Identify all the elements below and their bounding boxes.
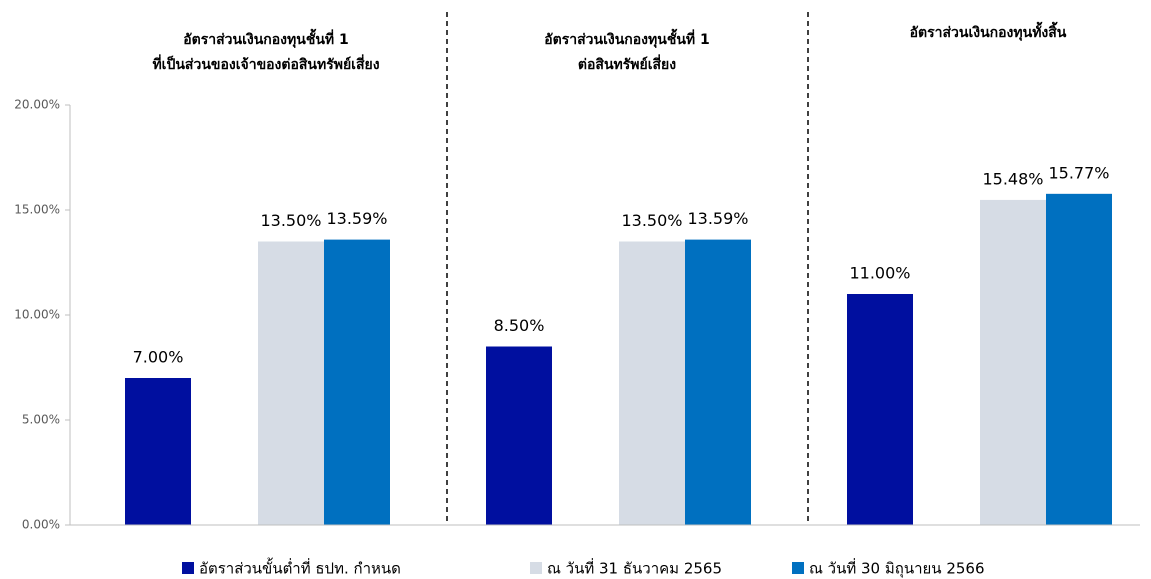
bar [1046,193,1112,525]
bar [847,294,913,525]
legend-label: ณ วันที่ 30 มิถุนายน 2566 [809,558,985,579]
value-label: 13.50% [621,211,682,230]
bar [324,239,390,526]
legend-label: ณ วันที่ 31 ธันวาคม 2565 [547,558,722,578]
value-label: 13.59% [687,209,748,228]
legend-swatch [792,562,804,574]
y-tick-label: 20.00% [14,98,60,112]
bar [486,346,552,525]
value-label: 15.48% [982,169,1043,188]
y-tick-label: 5.00% [22,413,60,427]
value-label: 11.00% [849,264,910,283]
bar [258,241,324,525]
category-label: อัตราส่วนเงินกองทุนทั้งสิ้น [910,21,1067,41]
y-tick-label: 0.00% [22,518,60,532]
category-label: อัตราส่วนเงินกองทุนชั้นที่ 1 [183,28,348,48]
legend-swatch [530,562,542,574]
legend-label: อัตราส่วนขั้นต่ำที่ ธปท. กำหนด [199,558,401,578]
y-tick-label: 15.00% [14,203,60,217]
value-label: 7.00% [133,348,184,367]
value-label: 13.50% [260,211,321,230]
category-label: อัตราส่วนเงินกองทุนชั้นที่ 1 [544,28,709,48]
bar [619,241,685,525]
value-label: 13.59% [326,209,387,228]
bar [980,199,1046,526]
y-tick-label: 10.00% [14,308,60,322]
value-label: 15.77% [1048,163,1109,182]
legend-swatch [182,562,194,574]
value-label: 8.50% [494,316,545,335]
bar [685,239,751,526]
category-label: ต่อสินทรัพย์เสี่ยง [578,54,676,73]
category-label: ที่เป็นส่วนของเจ้าของต่อสินทรัพย์เสี่ยง [152,54,379,73]
bar [125,378,191,525]
